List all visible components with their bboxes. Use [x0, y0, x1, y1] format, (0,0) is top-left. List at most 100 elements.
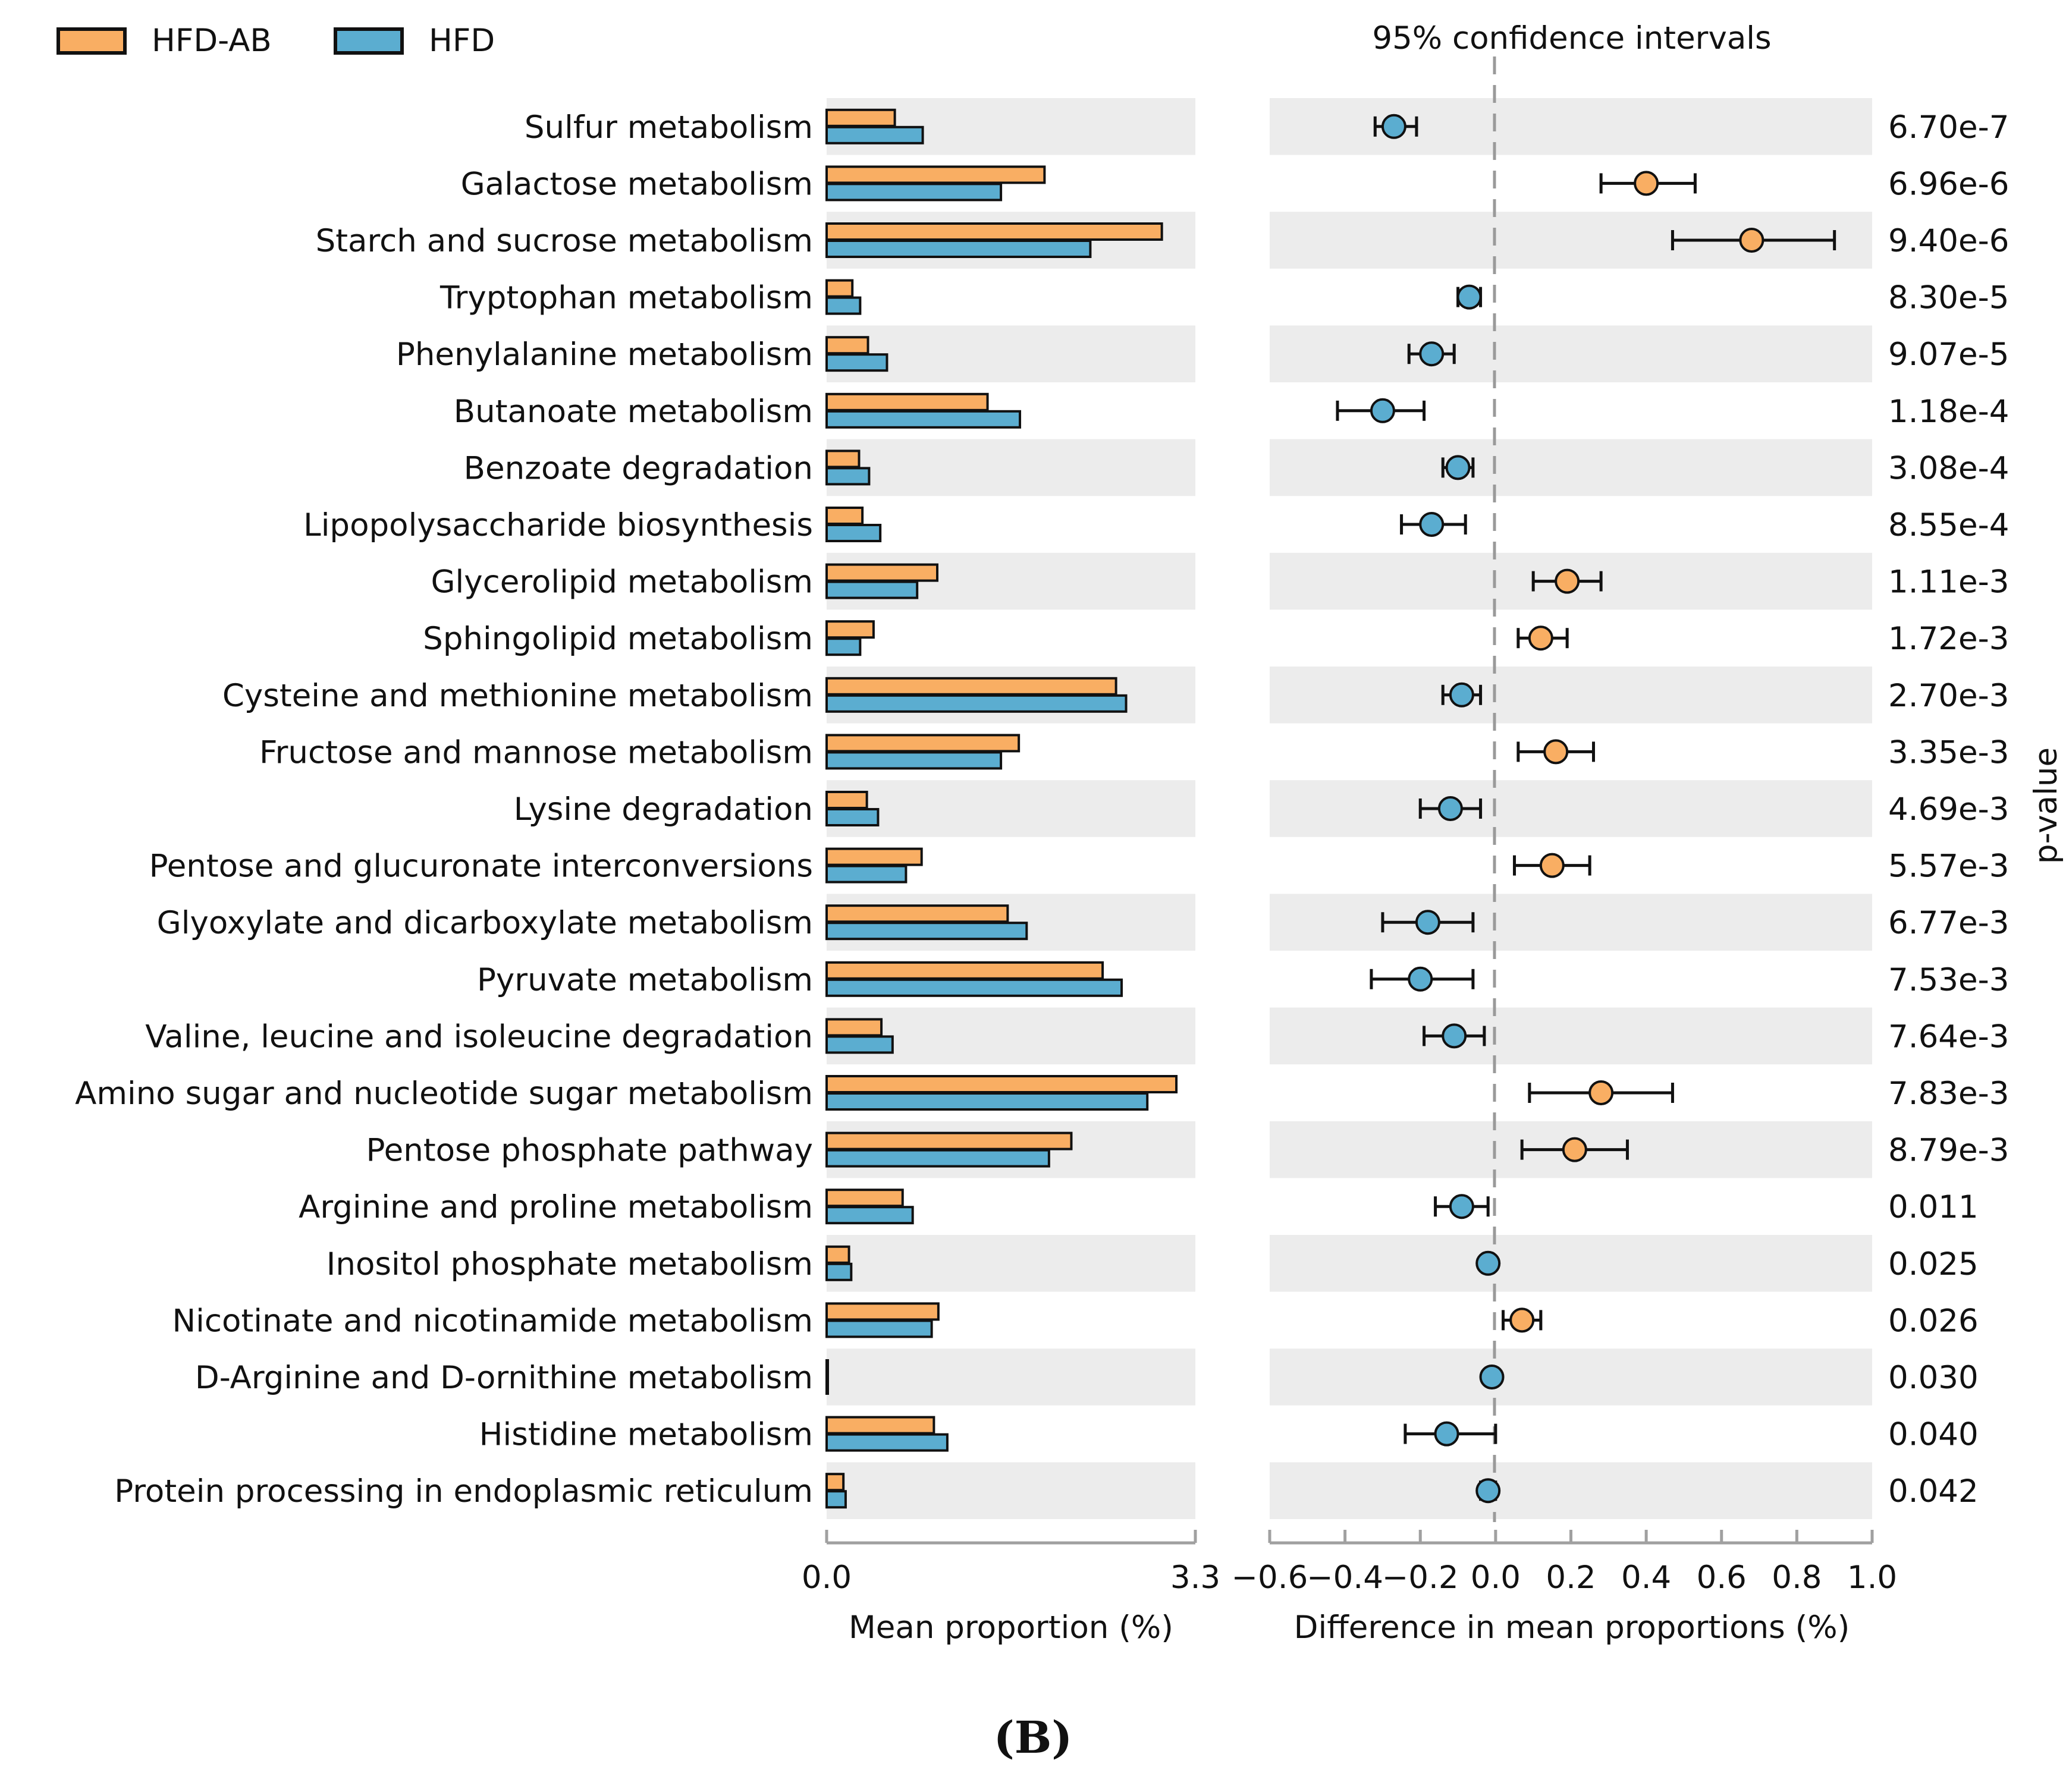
bar-hfd-ab-protein-processing-in-endoplasmic-reticulum: [825, 1473, 845, 1492]
right-axis-tick-label: 0.6: [1697, 1560, 1747, 1596]
category-label-nicotinate-and-nicotinamide-metabolism: Nicotinate and nicotinamide metabolism: [172, 1303, 813, 1339]
bar-hfd-cysteine-and-methionine-metabolism: [825, 694, 1128, 713]
ci-point-protein-processing-in-endoplasmic-reticulum: [1475, 1478, 1501, 1504]
p-values: 6.70e-7 6.96e-6 9.40e-6 8.30e-5 9.07e-5 1.18e…: [1888, 109, 2009, 1510]
category-label-fructose-and-mannose-metabolism: Fructose and mannose metabolism: [259, 734, 813, 771]
ci-point-glyoxylate-and-dicarboxylate-metabolism: [1415, 910, 1440, 935]
bar-hfd-ab-valine-leucine-and-isoleucine-degradation: [825, 1018, 883, 1037]
p-value-galactose-metabolism: 6.96e-6: [1888, 166, 2009, 202]
row-stripes: [827, 98, 1872, 1519]
category-label-tryptophan-metabolism: Tryptophan metabolism: [439, 280, 813, 316]
row-stripe-right: [1270, 98, 1872, 155]
p-value-inositol-phosphate-metabolism: 0.025: [1888, 1246, 1979, 1282]
ci-point-cysteine-and-methionine-metabolism: [1449, 682, 1474, 708]
category-label-d-arginine-and-d-ornithine-metabolism: D-Arginine and D-ornithine metabolism: [195, 1360, 813, 1396]
category-label-inositol-phosphate-metabolism: Inositol phosphate metabolism: [326, 1246, 813, 1282]
ci-point-histidine-metabolism: [1434, 1421, 1459, 1447]
left-axis-tick-label: 0.0: [802, 1560, 852, 1596]
ci-point-sulfur-metabolism: [1381, 114, 1406, 139]
row-stripe-left: [827, 1348, 1195, 1406]
bar-hfd-inositol-phosphate-metabolism: [825, 1262, 853, 1281]
bar-hfd-ab-fructose-and-mannose-metabolism: [825, 734, 1021, 753]
right-axis-tick-label: −0.4: [1307, 1560, 1383, 1596]
p-value-lipopolysaccharide-biosynthesis: 8.55e-4: [1888, 507, 2009, 543]
legend-label-hfd-ab: HFD-AB: [152, 23, 272, 59]
p-value-axis-label: p-value: [2028, 747, 2064, 864]
left-axis-tick-label: 3.3: [1170, 1560, 1220, 1596]
bar-hfd-starch-and-sucrose-metabolism: [825, 240, 1092, 258]
bar-hfd-glycerolipid-metabolism: [825, 580, 919, 599]
row-stripe-right: [1270, 325, 1872, 382]
ci-point-butanoate-metabolism: [1370, 398, 1395, 423]
category-label-galactose-metabolism: Galactose metabolism: [461, 166, 813, 202]
p-value-histidine-metabolism: 0.040: [1888, 1417, 1979, 1453]
bar-hfd-ab-benzoate-degradation: [825, 449, 861, 469]
category-labels: Sulfur metabolism Galactose metabolism Sta…: [75, 109, 813, 1510]
ci-point-fructose-and-mannose-metabolism: [1543, 739, 1569, 765]
right-axis-tick-label: 0.2: [1546, 1560, 1596, 1596]
bar-hfd-sulfur-metabolism: [825, 125, 924, 144]
mean-proportion-bars: [825, 108, 1178, 1509]
category-label-cysteine-and-methionine-metabolism: Cysteine and methionine metabolism: [222, 678, 813, 714]
bar-hfd-ab-galactose-metabolism: [825, 165, 1046, 184]
bar-hfd-pentose-and-glucuronate-interconversions: [825, 864, 908, 884]
bar-hfd-ab-lipopolysaccharide-biosynthesis: [825, 507, 864, 525]
p-value-sulfur-metabolism: 6.70e-7: [1888, 109, 2009, 146]
ci-point-phenylalanine-metabolism: [1419, 341, 1445, 367]
bar-hfd-tryptophan-metabolism: [825, 296, 862, 315]
row-stripe-left: [827, 1462, 1195, 1519]
row-stripe-right: [1270, 1235, 1872, 1292]
right-axis-tick-label: −0.6: [1232, 1560, 1308, 1596]
right-axis-tick-label: −0.2: [1382, 1560, 1459, 1596]
category-label-sulfur-metabolism: Sulfur metabolism: [525, 109, 813, 146]
p-value-d-arginine-and-d-ornithine-metabolism: 0.030: [1888, 1360, 1979, 1396]
bar-hfd-arginine-and-proline-metabolism: [825, 1206, 914, 1225]
row-stripe-right: [1270, 894, 1872, 951]
ci-point-arginine-and-proline-metabolism: [1449, 1194, 1474, 1219]
category-label-glycerolipid-metabolism: Glycerolipid metabolism: [431, 564, 813, 601]
p-value-pentose-and-glucuronate-interconversions: 5.57e-3: [1888, 848, 2009, 885]
row-stripe-left: [827, 1235, 1195, 1292]
p-value-pyruvate-metabolism: 7.53e-3: [1888, 962, 2009, 998]
bar-hfd-galactose-metabolism: [825, 183, 1003, 202]
row-stripe-right: [1270, 1462, 1872, 1519]
bar-hfd-ab-amino-sugar-and-nucleotide-sugar-metabolism: [825, 1075, 1178, 1093]
bar-hfd-phenylalanine-metabolism: [825, 353, 888, 372]
ci-point-amino-sugar-and-nucleotide-sugar-metabolism: [1588, 1080, 1614, 1105]
category-label-lipopolysaccharide-biosynthesis: Lipopolysaccharide biosynthesis: [303, 507, 813, 543]
p-value-fructose-and-mannose-metabolism: 3.35e-3: [1888, 734, 2009, 771]
p-value-lysine-degradation: 4.69e-3: [1888, 791, 2009, 828]
bar-hfd-sphingolipid-metabolism: [825, 637, 862, 656]
category-label-starch-and-sucrose-metabolism: Starch and sucrose metabolism: [316, 223, 813, 259]
category-label-pentose-phosphate-pathway: Pentose phosphate pathway: [366, 1133, 813, 1169]
right-axis-tick-label: 0.4: [1621, 1560, 1671, 1596]
bar-hfd-glyoxylate-and-dicarboxylate-metabolism: [825, 922, 1028, 941]
bar-hfd-ab-lysine-degradation: [825, 791, 868, 809]
p-value-arginine-and-proline-metabolism: 0.011: [1888, 1189, 1979, 1225]
bar-hfd-valine-leucine-and-isoleucine-degradation: [825, 1035, 894, 1054]
p-value-sphingolipid-metabolism: 1.72e-3: [1888, 621, 2009, 657]
ci-title: 95% confidence intervals: [1372, 20, 1771, 56]
right-axis-label: Difference in mean proportions (%): [1294, 1609, 1850, 1646]
bar-hfd-ab-pentose-and-glucuronate-interconversions: [825, 847, 923, 866]
category-label-butanoate-metabolism: Butanoate metabolism: [454, 394, 813, 430]
bar-hfd-butanoate-metabolism: [825, 410, 1022, 429]
p-value-glycerolipid-metabolism: 1.11e-3: [1888, 564, 2009, 601]
p-value-phenylalanine-metabolism: 9.07e-5: [1888, 337, 2009, 373]
category-label-glyoxylate-and-dicarboxylate-metabolism: Glyoxylate and dicarboxylate metabolism: [157, 905, 813, 941]
bar-hfd-pyruvate-metabolism: [825, 978, 1123, 997]
category-label-valine-leucine-and-isoleucine-degradation: Valine, leucine and isoleucine degradati…: [145, 1018, 813, 1055]
bar-hfd-histidine-metabolism: [825, 1433, 949, 1452]
panel-label: (B): [993, 1712, 1073, 1763]
bar-hfd-ab-arginine-and-proline-metabolism: [825, 1189, 904, 1208]
legend: HFD-AB HFD: [56, 23, 495, 59]
ci-point-glycerolipid-metabolism: [1555, 568, 1580, 594]
row-stripe-right: [1270, 439, 1872, 496]
ci-point-lipopolysaccharide-biosynthesis: [1419, 512, 1445, 537]
bar-hfd-lipopolysaccharide-biosynthesis: [825, 524, 882, 542]
bar-hfd-ab-butanoate-metabolism: [825, 392, 989, 411]
bar-hfd-ab-d-arginine-and-d-ornithine-metabolism: [825, 1359, 829, 1378]
right-axis-tick-label: 1.0: [1847, 1560, 1897, 1596]
axes: 0.0 3.3 −0.6−0.4−0.2 0.0 0.2 0.4 0.6 0.8 1.0: [802, 1530, 1897, 1596]
